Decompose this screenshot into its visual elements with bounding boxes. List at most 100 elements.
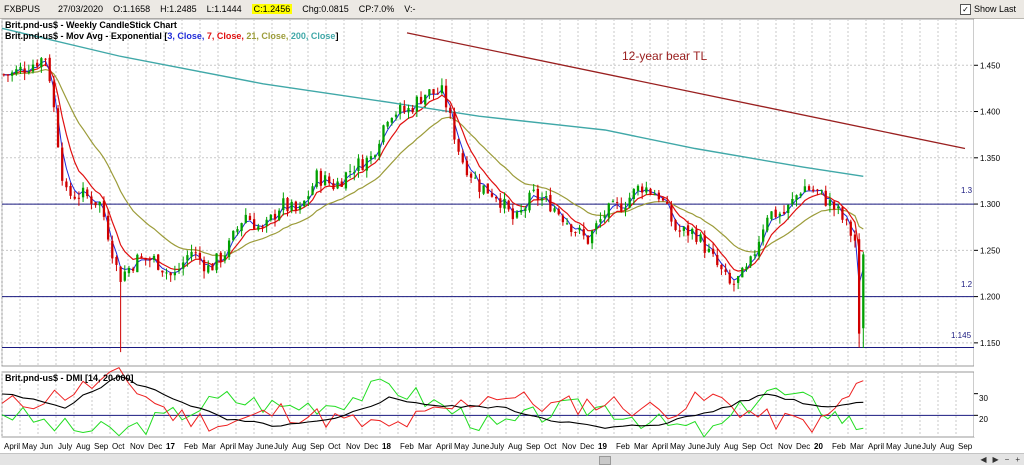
- show-last-checkbox[interactable]: ✓: [959, 3, 971, 15]
- y-tick-label: 1.450: [980, 61, 1001, 70]
- candle-body: [453, 111, 456, 140]
- horizontal-scrollbar[interactable]: ◀ ▶ − +: [0, 453, 1024, 465]
- candle-body: [557, 209, 560, 215]
- candle-body: [795, 195, 798, 200]
- candle-body: [461, 153, 464, 163]
- candle-body: [298, 205, 302, 210]
- candle-body: [720, 264, 723, 270]
- hline-label-1-2: 1.2: [961, 280, 973, 289]
- y-tick-label: 1.250: [980, 246, 1001, 255]
- x-tick-label: Sep: [526, 442, 541, 451]
- candle-body: [707, 248, 711, 252]
- show-last-label: Show Last: [973, 4, 1016, 14]
- candle-body: [386, 121, 389, 127]
- legend-ma7: 7, Close,: [204, 31, 244, 41]
- candle-body: [857, 239, 861, 334]
- x-tick-label: Dec: [148, 442, 162, 451]
- y-tick-label: 1.150: [980, 339, 1001, 348]
- scroll-left-icon[interactable]: ◀: [980, 455, 987, 464]
- x-tick-label: May: [22, 442, 37, 451]
- candle-body: [365, 157, 368, 171]
- x-tick-label: Mar: [418, 442, 432, 451]
- candle-body: [69, 185, 72, 196]
- candle-body: [307, 196, 310, 200]
- hline-label-1-3: 1.3: [961, 186, 973, 195]
- candle-body: [511, 208, 514, 220]
- x-tick-label: Jun: [40, 442, 53, 451]
- candle-body: [415, 96, 419, 112]
- candle-body: [803, 186, 807, 193]
- candle-body: [824, 190, 827, 206]
- candle-body: [290, 201, 293, 211]
- candle-body: [711, 248, 715, 254]
- candle-body: [666, 202, 669, 204]
- candle-body: [524, 208, 527, 212]
- x-tick-label: July: [706, 442, 720, 451]
- scroll-nav-buttons: ◀ ▶ − +: [980, 454, 1020, 465]
- candle-body: [791, 198, 794, 205]
- candle-body: [595, 223, 598, 230]
- candle-body: [469, 173, 473, 178]
- candle-body: [732, 283, 736, 285]
- candle-body: [736, 276, 740, 283]
- candle-body: [44, 58, 47, 60]
- candle-body: [766, 217, 769, 231]
- candle-body: [699, 234, 702, 242]
- candle-body: [61, 147, 64, 181]
- candle-body: [678, 230, 681, 232]
- candle-body: [31, 64, 35, 72]
- candle-body: [269, 214, 272, 221]
- candle-body: [340, 181, 343, 187]
- candle-body: [449, 107, 452, 113]
- candle-body: [2, 74, 5, 76]
- candle-body: [36, 62, 39, 67]
- high-value: H:1.2485: [160, 4, 197, 14]
- x-tick-label: April: [652, 442, 668, 451]
- candle-body: [845, 219, 848, 221]
- candle-body: [273, 213, 277, 220]
- candle-body: [532, 189, 535, 191]
- y-axis-area: [974, 19, 1022, 437]
- x-tick-label: Sep: [958, 442, 973, 451]
- show-last-toggle[interactable]: ✓ Show Last: [950, 3, 1016, 15]
- candle-body: [94, 202, 97, 206]
- candle-body: [152, 255, 156, 260]
- candle-body: [486, 183, 489, 194]
- candle-body: [465, 160, 469, 176]
- candle-body: [357, 158, 360, 172]
- x-tick-label: Oct: [328, 442, 341, 451]
- x-tick-label: Sep: [742, 442, 757, 451]
- close-value: C:1.2456: [251, 4, 293, 14]
- ema-200-line: [1, 27, 864, 177]
- candle-body: [369, 156, 373, 160]
- candle-body: [328, 176, 331, 184]
- x-tick-label: May: [238, 442, 253, 451]
- candle-body: [294, 201, 298, 211]
- candle-body: [332, 183, 335, 190]
- candle-body: [411, 108, 414, 113]
- candle-body: [816, 189, 819, 191]
- zoom-out-icon[interactable]: −: [1004, 455, 1010, 464]
- bear-trendline: [406, 32, 966, 150]
- scroll-right-icon[interactable]: ▶: [992, 455, 999, 464]
- candle-body: [582, 229, 585, 236]
- candle-body: [303, 200, 306, 207]
- zoom-in-icon[interactable]: +: [1015, 455, 1020, 464]
- candle-body: [444, 85, 448, 108]
- candle-body: [716, 254, 719, 266]
- legend-ma200: 200, Close: [288, 31, 335, 41]
- candle-body: [536, 188, 540, 200]
- candle-body: [628, 197, 631, 208]
- candle-body: [236, 229, 239, 232]
- candle-body: [102, 200, 106, 217]
- candle-body: [440, 85, 444, 94]
- candle-body: [545, 196, 548, 198]
- candle-body: [157, 254, 160, 270]
- x-tick-label: Feb: [832, 442, 846, 451]
- candle-body: [749, 256, 752, 266]
- candle-body: [561, 215, 565, 223]
- candle-body: [119, 266, 122, 282]
- candle-body: [10, 72, 14, 76]
- candle-body: [540, 198, 544, 201]
